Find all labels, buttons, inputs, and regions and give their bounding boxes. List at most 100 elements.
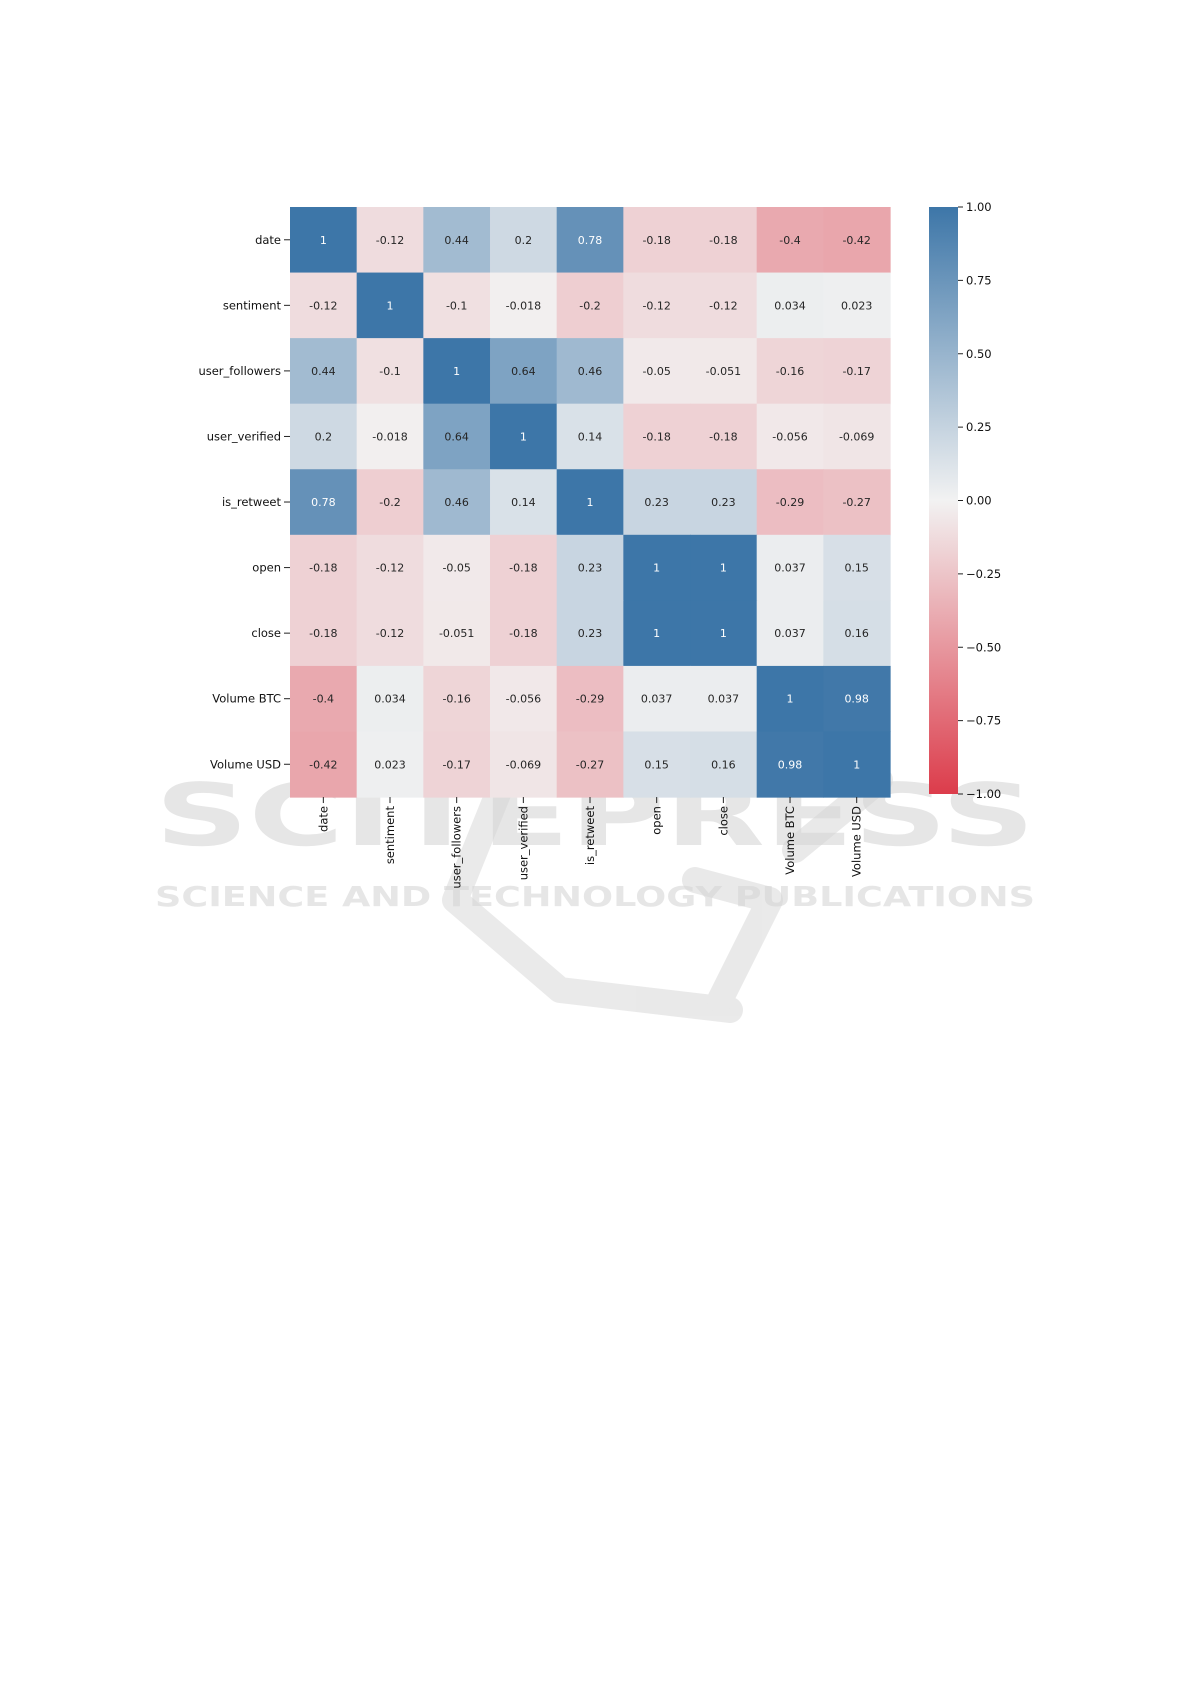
heatmap-cell bbox=[356, 403, 424, 470]
cell-value-label: -0.12 bbox=[376, 234, 404, 247]
heatmap-cell bbox=[756, 207, 824, 274]
heatmap-cell bbox=[623, 403, 691, 470]
heatmap-cell bbox=[556, 534, 624, 601]
heatmap-cell bbox=[623, 272, 691, 339]
colorbar-tick-label: 1.00 bbox=[966, 200, 992, 214]
heatmap-cell bbox=[423, 600, 491, 667]
heatmap-cell bbox=[756, 731, 824, 798]
heatmap-cell bbox=[290, 272, 358, 339]
colorbar-tick-label: −1.00 bbox=[966, 787, 1001, 801]
heatmap-cell bbox=[623, 338, 691, 405]
heatmap-cell bbox=[423, 207, 491, 274]
heatmap-cell bbox=[623, 534, 691, 601]
cell-value-label: -0.069 bbox=[506, 758, 541, 771]
cell-value-label: 1 bbox=[387, 299, 394, 312]
cell-value-label: -0.27 bbox=[576, 758, 604, 771]
heatmap-cell bbox=[690, 207, 758, 274]
heatmap-cell bbox=[623, 469, 691, 536]
heatmap-cell bbox=[423, 534, 491, 601]
heatmap-cell bbox=[356, 469, 424, 536]
cell-value-label: -0.18 bbox=[642, 234, 670, 247]
x-tick-label: user_followers bbox=[450, 806, 464, 889]
cell-value-label: 0.15 bbox=[644, 758, 669, 771]
heatmap-cell bbox=[423, 272, 491, 339]
cell-value-label: 0.037 bbox=[641, 693, 673, 706]
colorbar-gradient bbox=[929, 207, 958, 794]
heatmap-cell bbox=[423, 469, 491, 536]
heatmap-cell bbox=[823, 207, 891, 274]
cell-value-label: -0.056 bbox=[772, 430, 807, 443]
cell-value-label: -0.12 bbox=[376, 627, 404, 640]
heatmap-cell bbox=[290, 403, 358, 470]
heatmap-cell bbox=[556, 469, 624, 536]
cell-value-label: -0.12 bbox=[709, 299, 737, 312]
heatmap-cell bbox=[756, 600, 824, 667]
cell-value-label: -0.18 bbox=[709, 430, 737, 443]
heatmap-cell bbox=[490, 534, 558, 601]
cell-value-label: 0.98 bbox=[844, 693, 869, 706]
heatmap-cell bbox=[423, 403, 491, 470]
heatmap-cell bbox=[423, 665, 491, 733]
heatmap-cell bbox=[690, 272, 758, 339]
cell-value-label: 1 bbox=[853, 758, 860, 771]
x-tick-label: date bbox=[316, 806, 330, 832]
heatmap-cell bbox=[823, 600, 891, 667]
cell-value-label: 0.023 bbox=[374, 758, 406, 771]
heatmap-cell bbox=[290, 338, 358, 405]
heatmap-cell bbox=[690, 665, 758, 733]
cell-value-label: 0.15 bbox=[844, 562, 869, 575]
heatmap-cell bbox=[356, 207, 424, 274]
heatmap-cell bbox=[823, 534, 891, 601]
heatmap-cell bbox=[823, 338, 891, 405]
heatmap-cell bbox=[490, 338, 558, 405]
heatmap-cell bbox=[556, 272, 624, 339]
heatmap-cell bbox=[290, 600, 358, 667]
cell-value-label: -0.12 bbox=[309, 299, 337, 312]
cell-value-label: 0.64 bbox=[511, 365, 536, 378]
x-tick-label: user_verified bbox=[516, 806, 530, 880]
heatmap-cell bbox=[490, 731, 558, 798]
x-tick-label: Volume BTC bbox=[783, 806, 797, 875]
heatmap-cell bbox=[356, 534, 424, 601]
cell-value-label: 1 bbox=[653, 627, 660, 640]
colorbar-tick-label: 0.75 bbox=[966, 273, 992, 287]
heatmap-cell bbox=[756, 338, 824, 405]
heatmap-cell bbox=[556, 338, 624, 405]
cell-value-label: -0.05 bbox=[442, 562, 470, 575]
heatmap-cell bbox=[356, 665, 424, 733]
cell-value-label: -0.16 bbox=[442, 693, 470, 706]
heatmap-cell bbox=[823, 469, 891, 536]
cell-value-label: 0.78 bbox=[578, 234, 603, 247]
heatmap-cell bbox=[556, 600, 624, 667]
heatmap-cell bbox=[556, 403, 624, 470]
cell-value-label: -0.069 bbox=[839, 430, 874, 443]
cell-value-label: -0.42 bbox=[842, 234, 870, 247]
cell-value-label: -0.18 bbox=[509, 562, 537, 575]
cell-value-label: 0.037 bbox=[774, 562, 806, 575]
heatmap-cell bbox=[690, 534, 758, 601]
cell-value-label: 0.44 bbox=[444, 234, 469, 247]
cell-value-label: -0.27 bbox=[842, 496, 870, 509]
heatmap-cell bbox=[490, 600, 558, 667]
cell-value-label: -0.18 bbox=[709, 234, 737, 247]
cell-value-label: 1 bbox=[520, 430, 527, 443]
cell-value-label: -0.018 bbox=[506, 299, 541, 312]
cell-value-label: -0.2 bbox=[379, 496, 400, 509]
cell-value-label: 0.14 bbox=[511, 496, 536, 509]
cell-value-label: -0.42 bbox=[309, 758, 337, 771]
cell-value-label: 1 bbox=[787, 693, 794, 706]
heatmap-cell bbox=[423, 338, 491, 405]
cell-value-label: 0.44 bbox=[311, 365, 336, 378]
y-axis: date sentiment user_followers user_verified… bbox=[198, 233, 290, 771]
heatmap-cell bbox=[290, 731, 358, 798]
heatmap-cell bbox=[690, 338, 758, 405]
cell-value-label: 1 bbox=[320, 234, 327, 247]
y-tick-label: open bbox=[252, 561, 281, 575]
heatmap-cell bbox=[490, 272, 558, 339]
cell-value-label: -0.17 bbox=[442, 758, 470, 771]
cell-value-label: -0.18 bbox=[309, 562, 337, 575]
cell-value-label: 0.037 bbox=[708, 693, 740, 706]
heatmap-cell-labels: 1 -0.12 0.44 0.2 0.78 -0.18 -0.18 -0.4 -0.42 -0.1… bbox=[309, 234, 874, 771]
